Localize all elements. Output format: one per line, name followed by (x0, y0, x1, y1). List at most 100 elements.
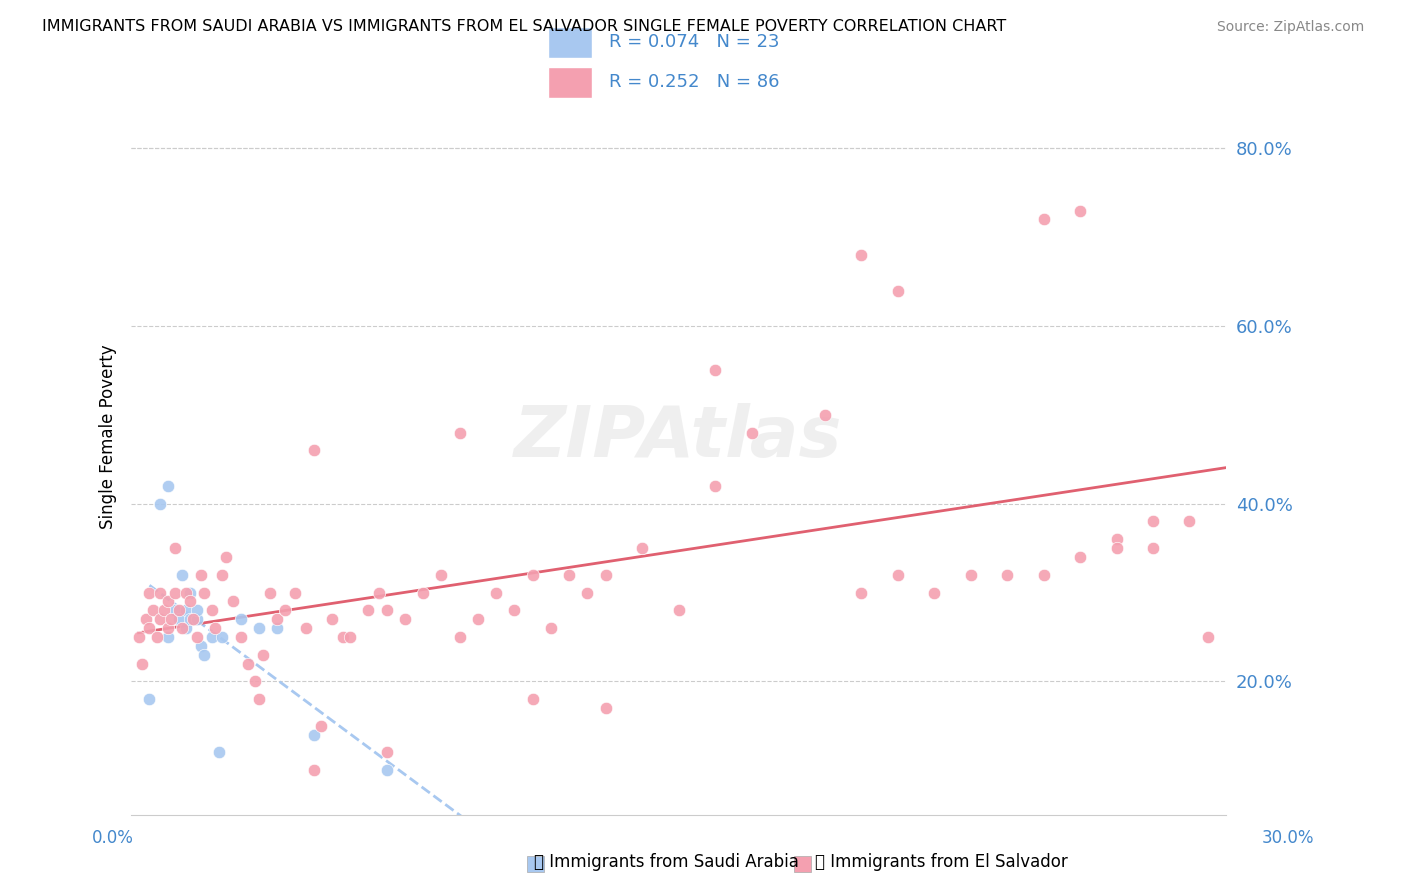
Point (179, 585, 201, 599)
Point (522, 692, 544, 706)
Point (922, 585, 945, 599)
Point (172, 621, 194, 635)
Point (849, 585, 872, 599)
Point (595, 701, 617, 715)
Point (229, 612, 252, 626)
Point (153, 603, 176, 617)
Point (190, 639, 212, 653)
Text: Source: ZipAtlas.com: Source: ZipAtlas.com (1216, 21, 1364, 34)
Point (375, 603, 398, 617)
Point (503, 603, 526, 617)
Point (149, 612, 172, 626)
Text: ⬜ Immigrants from El Salvador: ⬜ Immigrants from El Salvador (815, 853, 1069, 871)
Text: ⬜ Immigrants from Saudi Arabia: ⬜ Immigrants from Saudi Arabia (534, 853, 799, 871)
Point (266, 621, 288, 635)
Point (208, 745, 231, 759)
Point (449, 425, 471, 440)
Point (1105, 541, 1128, 555)
Point (222, 594, 245, 608)
Point (1069, 203, 1091, 218)
Point (668, 603, 690, 617)
Point (849, 248, 872, 262)
Point (167, 612, 190, 626)
Text: 30.0%: 30.0% (1263, 829, 1315, 847)
Point (135, 612, 157, 626)
Point (190, 567, 212, 582)
Point (193, 648, 215, 662)
Point (138, 585, 160, 599)
Point (273, 603, 295, 617)
Point (149, 585, 172, 599)
Point (1142, 541, 1164, 555)
Point (1032, 567, 1054, 582)
Point (156, 594, 179, 608)
Point (412, 585, 434, 599)
Point (959, 567, 981, 582)
Point (163, 585, 186, 599)
Point (174, 603, 197, 617)
Point (295, 621, 318, 635)
Point (247, 621, 270, 635)
Text: 0.0%: 0.0% (91, 829, 134, 847)
Point (146, 630, 169, 644)
Point (167, 603, 190, 617)
Point (138, 621, 160, 635)
Point (375, 763, 398, 777)
Point (704, 363, 727, 377)
Point (995, 567, 1018, 582)
Point (179, 594, 201, 608)
Point (1069, 549, 1091, 564)
Point (229, 630, 252, 644)
Point (142, 603, 165, 617)
Point (284, 585, 307, 599)
Point (172, 567, 194, 582)
Point (332, 630, 354, 644)
Point (302, 763, 325, 777)
Point (321, 612, 343, 626)
FancyBboxPatch shape (548, 67, 592, 98)
FancyBboxPatch shape (548, 27, 592, 58)
Point (467, 612, 489, 626)
Point (236, 657, 259, 671)
Point (368, 585, 391, 599)
Point (156, 621, 179, 635)
Point (200, 603, 222, 617)
Point (1178, 515, 1201, 529)
Point (522, 567, 544, 582)
Point (186, 612, 208, 626)
Point (339, 630, 361, 644)
Point (156, 479, 179, 493)
Point (252, 648, 274, 662)
Point (131, 657, 153, 671)
Point (886, 567, 908, 582)
Point (1197, 630, 1219, 644)
Point (163, 603, 186, 617)
Point (156, 630, 179, 644)
Point (266, 612, 288, 626)
Point (128, 630, 150, 644)
Point (302, 443, 325, 458)
Point (211, 567, 233, 582)
Point (204, 621, 226, 635)
Point (595, 567, 617, 582)
Point (704, 479, 727, 493)
Point (309, 719, 332, 733)
Point (149, 497, 172, 511)
Point (174, 585, 197, 599)
Point (631, 541, 654, 555)
Point (186, 603, 208, 617)
Text: ZIPAtlas: ZIPAtlas (515, 402, 842, 472)
Point (215, 549, 238, 564)
Point (179, 612, 201, 626)
Point (193, 585, 215, 599)
Point (430, 567, 453, 582)
Point (375, 745, 398, 759)
Point (211, 630, 233, 644)
Point (247, 692, 270, 706)
Y-axis label: Single Female Poverty: Single Female Poverty (100, 345, 117, 529)
Point (174, 621, 197, 635)
Point (163, 541, 186, 555)
Text: IMMIGRANTS FROM SAUDI ARABIA VS IMMIGRANTS FROM EL SALVADOR SINGLE FEMALE POVERT: IMMIGRANTS FROM SAUDI ARABIA VS IMMIGRAN… (42, 20, 1007, 34)
Point (259, 585, 281, 599)
Point (741, 425, 763, 440)
